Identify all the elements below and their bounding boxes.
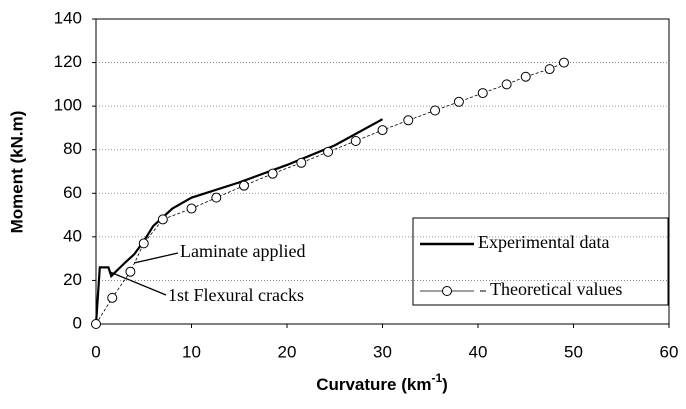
legend-box bbox=[412, 217, 669, 306]
y-tick-label: 80 bbox=[63, 139, 82, 158]
x-tick-label: 40 bbox=[469, 342, 488, 361]
marker bbox=[377, 125, 388, 136]
y-tick-label: 40 bbox=[63, 226, 82, 245]
x-tick-label: 50 bbox=[564, 342, 583, 361]
y-tick-label: 0 bbox=[73, 313, 82, 332]
y-tick-label: 60 bbox=[63, 183, 82, 202]
x-axis-label: Curvature (km-1) bbox=[316, 371, 448, 394]
marker bbox=[239, 180, 250, 191]
y-axis-label: Moment (kN.m) bbox=[7, 111, 26, 234]
y-tick-label: 100 bbox=[54, 96, 82, 115]
marker bbox=[350, 136, 361, 146]
marker bbox=[91, 319, 101, 329]
legend-label: Theoretical values bbox=[490, 279, 622, 299]
x-tick-label: 60 bbox=[660, 342, 679, 361]
marker bbox=[558, 57, 569, 68]
marker bbox=[323, 146, 334, 157]
marker bbox=[453, 96, 464, 107]
marker bbox=[107, 292, 118, 303]
annotation-arrow bbox=[109, 271, 167, 296]
legend-marker bbox=[442, 286, 452, 296]
x-tick-label: 10 bbox=[182, 342, 201, 361]
marker bbox=[125, 266, 136, 277]
marker bbox=[138, 238, 149, 249]
marker bbox=[430, 105, 441, 116]
legend-label: Experimental data bbox=[478, 232, 609, 252]
marker bbox=[501, 79, 512, 90]
x-tick-label: 0 bbox=[91, 342, 100, 361]
marker bbox=[520, 71, 531, 82]
annotation: 1st Flexural cracks bbox=[168, 285, 304, 305]
y-tick-label: 120 bbox=[54, 52, 82, 71]
y-tick-label: 140 bbox=[54, 8, 82, 27]
marker bbox=[544, 64, 555, 75]
y-tick-label: 20 bbox=[63, 270, 82, 289]
x-axis-label-end: ) bbox=[442, 375, 448, 394]
marker bbox=[403, 115, 414, 126]
marker bbox=[477, 88, 488, 99]
x-tick-label: 20 bbox=[278, 342, 297, 361]
marker bbox=[296, 157, 307, 168]
x-axis-label-sup: -1 bbox=[431, 371, 442, 385]
x-axis-label-text: Curvature (km bbox=[316, 375, 431, 394]
marker bbox=[186, 203, 197, 214]
annotation-arrow bbox=[133, 252, 179, 264]
marker bbox=[267, 168, 278, 179]
series-line bbox=[95, 62, 565, 325]
annotation: Laminate applied bbox=[180, 241, 305, 261]
marker bbox=[157, 214, 168, 225]
marker bbox=[211, 192, 222, 203]
x-tick-label: 30 bbox=[373, 342, 392, 361]
